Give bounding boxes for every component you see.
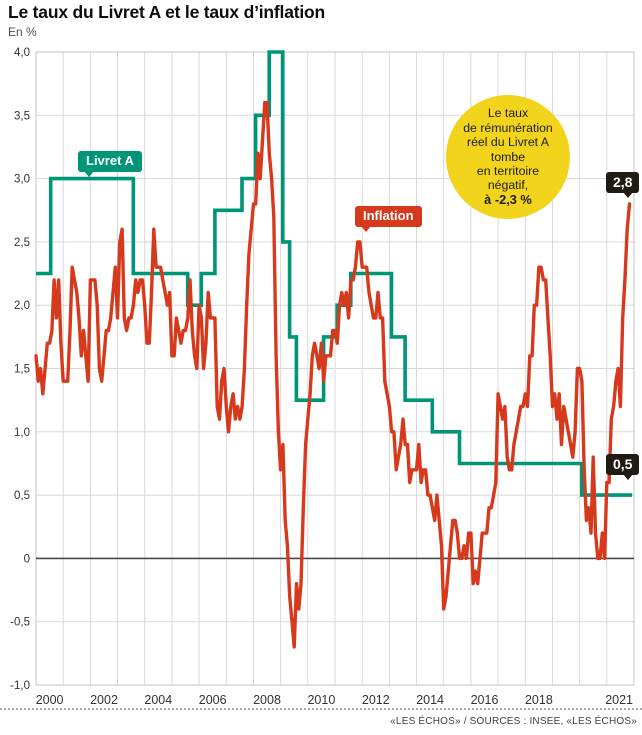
annotation-bubble: Le taux de rémunération réel du Livret A… xyxy=(446,95,570,219)
y-tick-label: 1,5 xyxy=(14,364,30,376)
footer: «LES ÉCHOS» / SOURCES : INSEE, «LES ÉCHO… xyxy=(0,708,642,735)
inflation-series-badge: Inflation xyxy=(355,206,422,232)
source-credit: «LES ÉCHOS» / SOURCES : INSEE, «LES ÉCHO… xyxy=(390,716,637,727)
annotation-line: réel du Livret A xyxy=(466,135,550,150)
inflation-line xyxy=(34,100,632,649)
y-tick-label: 3,5 xyxy=(14,110,30,122)
unit-label: En % xyxy=(8,25,37,39)
inflation-last-value: 2,8 xyxy=(613,174,633,190)
y-tick-label: 3,0 xyxy=(14,174,30,186)
x-tick-label: 2006 xyxy=(199,693,227,707)
y-tick-label: -0,5 xyxy=(10,617,30,629)
livret-a-line xyxy=(36,50,633,497)
x-tick-label: 2012 xyxy=(362,693,390,707)
x-tick-label: 2000 xyxy=(36,693,64,707)
annotation-line: tombe xyxy=(490,149,526,164)
y-tick-label: 2,0 xyxy=(14,300,30,312)
livret-last-value-badge: 0,5 xyxy=(606,454,640,480)
inflation-series-label: Inflation xyxy=(363,208,414,223)
annotation-line: négatif, xyxy=(487,178,529,193)
y-tick-label: 2,5 xyxy=(14,237,30,249)
x-tick-label: 2014 xyxy=(416,693,444,707)
y-tick-label: 0 xyxy=(24,553,30,565)
x-tick-label: 2018 xyxy=(525,693,553,707)
livret-a-series-label: Livret A xyxy=(86,153,134,168)
x-tick-label: 2010 xyxy=(307,693,335,707)
y-tick-label: 1,0 xyxy=(14,427,30,439)
inflation-last-value-badge: 2,8 xyxy=(606,172,640,198)
livret-last-value: 0,5 xyxy=(613,456,633,472)
annotation-line: en territoire xyxy=(476,163,540,178)
annotation-line: de rémunération xyxy=(463,120,553,135)
x-tick-label: 2016 xyxy=(471,693,499,707)
livret-a-series-badge: Livret A xyxy=(78,151,142,177)
x-tick-label: 2008 xyxy=(253,693,281,707)
chart-title: Le taux du Livret A et le taux d’inflati… xyxy=(8,2,326,22)
y-tick-label: -1,0 xyxy=(10,680,30,692)
annotation-line: Le taux xyxy=(487,106,529,121)
annotation-value: à -2,3 % xyxy=(484,191,532,207)
x-tick-label: 2004 xyxy=(144,693,172,707)
y-tick-label: 4,0 xyxy=(14,47,30,59)
x-tick-label: 2021 xyxy=(605,693,633,707)
y-tick-label: 0,5 xyxy=(14,490,30,502)
x-tick-label: 2002 xyxy=(90,693,118,707)
